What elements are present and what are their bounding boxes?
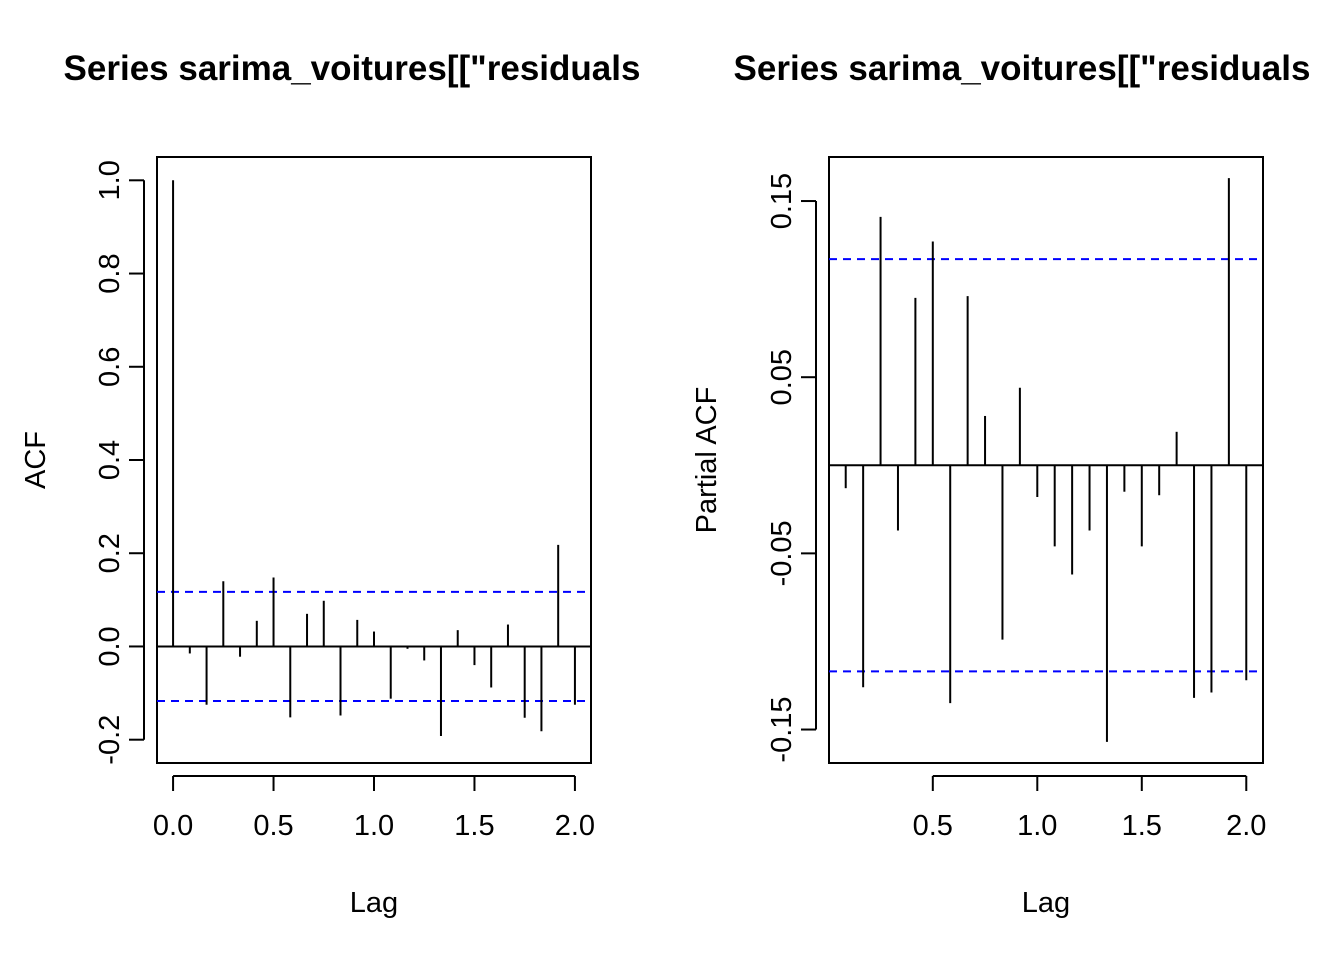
y-tick-label: -0.15 [766, 696, 798, 762]
acf-panel: Series sarima_voitures[["residuals 0.0 0.5… [20, 49, 640, 919]
x-tick-label: 1.5 [454, 810, 494, 842]
y-tick-label: 0.2 [94, 533, 126, 573]
x-axis-label: Lag [1022, 887, 1070, 919]
x-tick-label: 1.5 [1122, 810, 1162, 842]
pacf-panel: Series sarima_voitures[["residuals 0.5 1.0… [691, 49, 1310, 919]
y-tick-label: 0.8 [94, 253, 126, 293]
x-axis-label: Lag [350, 887, 398, 919]
y-tick-label: 0.15 [766, 173, 798, 229]
x-tick-label: 0.5 [253, 810, 293, 842]
plot-frame [156, 156, 592, 764]
y-tick-label: 0.05 [766, 349, 798, 405]
y-tick-label: 1.0 [94, 160, 126, 200]
plot-frame [828, 156, 1264, 764]
x-tick-label: 2.0 [555, 810, 595, 842]
x-tick-label: 0.5 [913, 810, 953, 842]
y-axis-label: ACF [20, 431, 52, 489]
x-tick-label: 0.0 [153, 810, 193, 842]
y-tick-label: 0.4 [94, 440, 126, 480]
y-axis-label: Partial ACF [691, 387, 723, 534]
chart-title: Series sarima_voitures[["residuals [734, 49, 1311, 88]
x-tick-label: 1.0 [354, 810, 394, 842]
chart-title: Series sarima_voitures[["residuals [64, 49, 641, 88]
y-tick-label: -0.2 [94, 715, 126, 765]
y-tick-label: -0.05 [766, 520, 798, 586]
y-tick-label: 0.6 [94, 347, 126, 387]
x-tick-label: 2.0 [1226, 810, 1266, 842]
y-tick-label: 0.0 [94, 626, 126, 666]
x-tick-label: 1.0 [1017, 810, 1057, 842]
